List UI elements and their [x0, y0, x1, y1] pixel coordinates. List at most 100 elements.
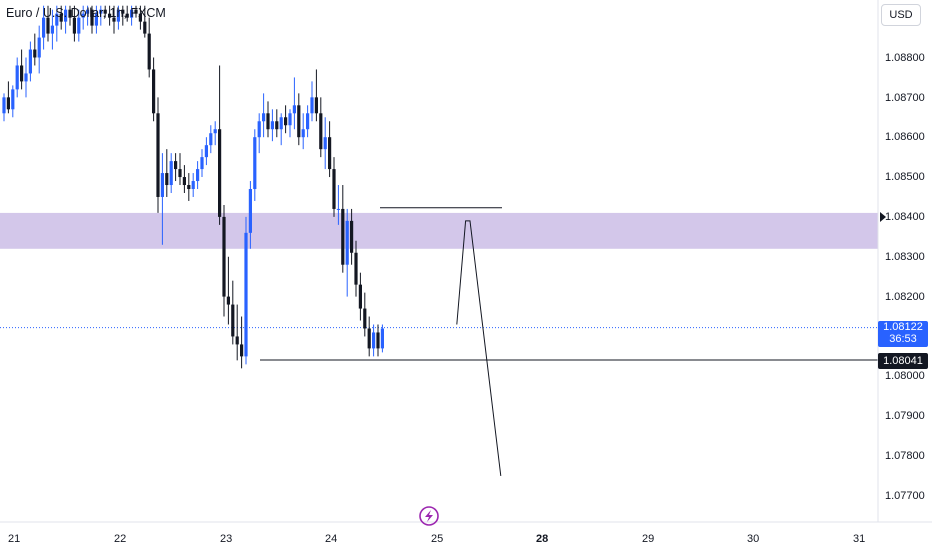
candle-body [77, 17, 81, 34]
candle-body [143, 21, 147, 34]
candle-body [165, 173, 169, 186]
y-tick-label: 1.07700 [885, 490, 925, 502]
candle-body [200, 157, 204, 170]
candle-body [50, 25, 54, 34]
candle-body [112, 17, 116, 22]
candle-body [226, 296, 230, 305]
candle-body [240, 344, 244, 357]
y-tick-label: 1.08800 [885, 52, 925, 64]
candle-body [68, 9, 72, 18]
x-tick-label: 29 [642, 533, 655, 545]
candle-body [301, 129, 305, 138]
x-tick-label: 23 [220, 533, 233, 545]
candle-body [222, 216, 226, 297]
candle-body [94, 13, 98, 26]
candle-body [297, 105, 301, 138]
candle-body [350, 220, 354, 253]
candle-body [244, 232, 248, 357]
candle-body [169, 161, 173, 186]
candle-body [55, 13, 59, 26]
projection-path [456, 220, 502, 476]
candle-body [231, 304, 235, 337]
y-tick-label: 1.08000 [885, 370, 925, 382]
candle-body [64, 9, 68, 22]
x-tick-label: 22 [114, 533, 127, 545]
candle-body [121, 9, 125, 14]
candle-body [204, 145, 208, 158]
candle-body [90, 9, 94, 26]
candle-body [152, 69, 156, 114]
x-tick-label: 28 [536, 533, 549, 545]
candle-body [81, 13, 85, 18]
y-tick-label: 1.08400 [885, 211, 925, 223]
candle-body [266, 113, 270, 130]
candle-body [363, 308, 367, 329]
candle-body [323, 137, 327, 150]
candle-body [279, 117, 283, 130]
candle-body [270, 121, 274, 130]
candle-body [380, 328, 384, 349]
candle-body [341, 208, 345, 265]
candle-body [336, 208, 340, 210]
candle-body [182, 177, 186, 186]
candle-body [72, 17, 76, 34]
chart-background [0, 0, 878, 522]
candle-body [33, 49, 37, 58]
candle-body [275, 121, 279, 130]
candle-body [103, 9, 107, 14]
x-tick-label: 25 [431, 533, 444, 545]
candle-body [160, 173, 164, 197]
candle-body [156, 113, 160, 197]
candle-body [213, 129, 217, 134]
candle-body [376, 332, 380, 349]
candle-body [178, 169, 182, 178]
y-tick-label: 1.07800 [885, 450, 925, 462]
candle-body [328, 137, 332, 170]
resistance-zone [0, 212, 878, 249]
candle-body [288, 113, 292, 126]
y-tick-label: 1.08300 [885, 251, 925, 263]
current-price-tag: 1.08122 36:53 [878, 321, 928, 347]
candle-body [306, 113, 310, 130]
candle-body [284, 117, 288, 126]
candle-body [86, 9, 90, 14]
candle-body [248, 189, 252, 233]
candle-body [2, 97, 6, 114]
candle-body [235, 336, 239, 345]
candle-body [372, 332, 376, 349]
candle-body [116, 9, 120, 22]
candle-body [108, 13, 112, 18]
lightning-bolt-icon[interactable] [419, 506, 439, 526]
candle-body [125, 13, 129, 18]
candle-body [24, 73, 28, 82]
candle-body [310, 97, 314, 114]
zone-price-marker [880, 212, 886, 222]
candle-body [20, 65, 24, 82]
candle-body [11, 89, 15, 110]
candle-body [187, 185, 191, 190]
candle-body [319, 113, 323, 150]
candle-body [99, 9, 103, 14]
candle-body [37, 37, 41, 58]
candle-body [130, 9, 134, 18]
candle-body [42, 17, 46, 38]
candle-body [191, 181, 195, 190]
candle-body [218, 129, 222, 217]
candle-body [174, 161, 178, 170]
candlestick-series [2, 5, 384, 369]
countdown-label: 36:53 [889, 333, 917, 345]
candle-body [262, 113, 266, 122]
x-tick-label: 24 [325, 533, 338, 545]
candle-body [354, 252, 358, 285]
y-tick-label: 1.08600 [885, 131, 925, 143]
candle-body [15, 65, 19, 90]
y-tick-label: 1.07900 [885, 410, 925, 422]
current-price-label: 1.08122 [883, 321, 923, 333]
candle-body [59, 13, 63, 22]
currency-button[interactable]: USD [881, 4, 921, 26]
y-tick-label: 1.08700 [885, 92, 925, 104]
x-tick-label: 30 [747, 533, 760, 545]
chart-title: Euro / U.S. Dollar, 1h, FXCM [6, 6, 166, 20]
candle-body [6, 97, 10, 110]
